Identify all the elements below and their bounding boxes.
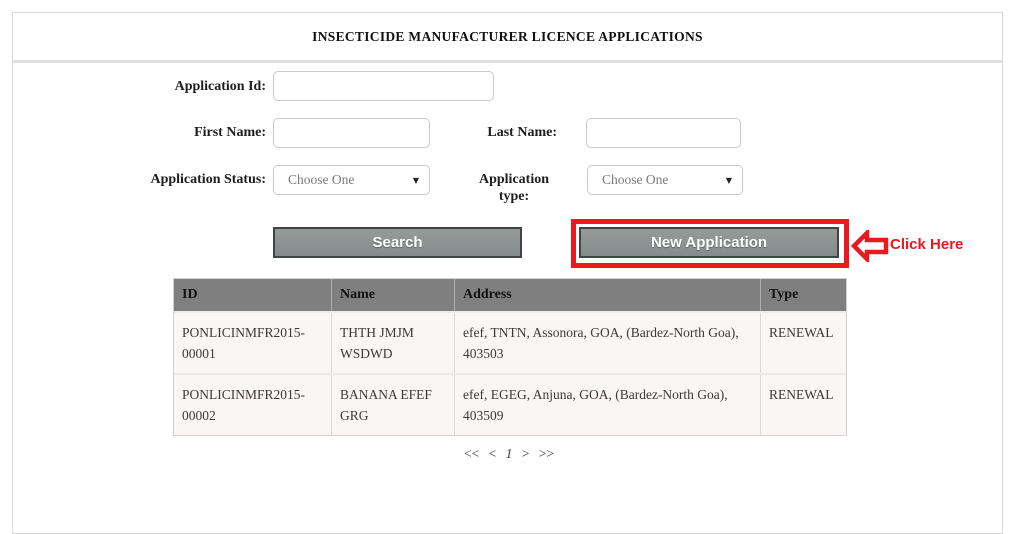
first-name-label: First Name: bbox=[194, 125, 266, 140]
chevron-down-icon: ▼ bbox=[412, 175, 419, 185]
search-button[interactable]: Search bbox=[273, 227, 522, 258]
application-type-select[interactable]: Choose One ▼ bbox=[587, 165, 743, 195]
application-id-input[interactable] bbox=[273, 71, 494, 101]
application-status-select[interactable]: Choose One ▼ bbox=[273, 165, 430, 195]
application-status-label: Application Status: bbox=[150, 172, 266, 187]
column-header-type: Type bbox=[769, 287, 799, 302]
cell-address: efef, EGEG, Anjuna, GOA, (Bardez-North G… bbox=[455, 375, 761, 435]
new-application-button[interactable]: New Application bbox=[579, 227, 839, 258]
last-name-input[interactable] bbox=[586, 118, 741, 148]
pagination-prev[interactable]: < bbox=[488, 446, 497, 461]
chevron-down-icon: ▼ bbox=[725, 175, 732, 185]
cell-type: RENEWAL bbox=[769, 325, 834, 340]
first-name-input[interactable] bbox=[273, 118, 430, 148]
cell-type: RENEWAL bbox=[769, 387, 834, 402]
column-header-address: Address bbox=[455, 279, 761, 311]
page-header: INSECTICIDE MANUFACTURER LICENCE APPLICA… bbox=[13, 13, 1002, 63]
page-title: INSECTICIDE MANUFACTURER LICENCE APPLICA… bbox=[312, 28, 703, 44]
click-here-label: Click Here bbox=[890, 236, 964, 253]
application-id-label: Application Id: bbox=[174, 79, 266, 94]
applications-table: ID Name Address Type PONLICINMFR2015-000… bbox=[173, 278, 847, 436]
pagination-first[interactable]: << bbox=[464, 446, 480, 461]
left-arrow-icon bbox=[851, 230, 889, 262]
application-type-label: Application type: bbox=[478, 172, 549, 204]
last-name-label: Last Name: bbox=[487, 125, 557, 140]
cell-name: BANANA EFEF GRG bbox=[332, 375, 455, 435]
page-container: INSECTICIDE MANUFACTURER LICENCE APPLICA… bbox=[12, 12, 1003, 534]
table-row: PONLICINMFR2015-00001 THTH JMJM WSDWD ef… bbox=[174, 311, 846, 373]
cell-application-id: PONLICINMFR2015-00002 bbox=[174, 375, 332, 435]
pagination-next[interactable]: > bbox=[521, 446, 530, 461]
pagination: << < 1 > >> bbox=[173, 446, 845, 462]
cell-application-id: PONLICINMFR2015-00001 bbox=[174, 313, 332, 373]
application-type-selected-value: Choose One bbox=[602, 172, 669, 187]
column-header-id: ID bbox=[174, 279, 332, 311]
cell-name: THTH JMJM WSDWD bbox=[332, 313, 455, 373]
column-header-name: Name bbox=[332, 279, 455, 311]
table-row: PONLICINMFR2015-00002 BANANA EFEF GRG ef… bbox=[174, 373, 846, 435]
table-header-row: ID Name Address Type bbox=[174, 279, 846, 311]
cell-address: efef, TNTN, Assonora, GOA, (Bardez-North… bbox=[455, 313, 761, 373]
application-status-selected-value: Choose One bbox=[288, 172, 355, 187]
pagination-last[interactable]: >> bbox=[538, 446, 554, 461]
pagination-current-page: 1 bbox=[505, 446, 513, 461]
highlight-box bbox=[571, 219, 849, 268]
